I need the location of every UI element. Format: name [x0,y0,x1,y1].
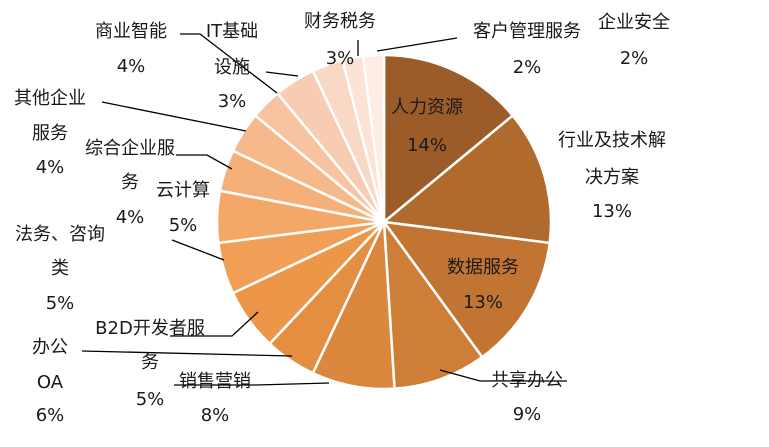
slice-name-label: 共享办公 [491,370,563,391]
slice-name-label: 其他企业 [14,88,86,109]
pie-slice [361,53,386,223]
leader-line [101,101,247,132]
leader-line [170,311,259,337]
slice-value-label: 4% [36,157,65,178]
slice-value-label: 4% [116,207,145,228]
slice-name-label: 设施 [214,57,250,78]
leader-line [180,33,278,94]
slice-value-label: 9% [513,404,542,425]
slice-name-label: 综合企业服 [85,138,175,159]
slice-value-label: 2% [620,48,649,69]
slice-name-label: 云计算 [156,180,210,201]
pie-slice [382,53,515,225]
slice-value-label: 5% [169,215,198,236]
slice-name-label: 类 [51,258,69,279]
slice-name-label: 人力资源 [391,97,463,118]
slice-value-label: 4% [117,56,146,77]
pie-slice [381,220,552,359]
slice-name-label: 服务 [32,123,68,144]
slice-value-label: 13% [592,201,632,222]
slice-value-label: 5% [136,389,165,410]
leader-line [265,71,299,77]
slice-name-label: OA [37,372,64,393]
leader-line [171,239,225,261]
slice-value-label: 3% [218,91,247,112]
slice-name-label: 销售营销 [179,371,251,392]
slice-name-label: 决方案 [585,167,639,188]
slice-value-label: 2% [513,57,542,78]
slice-name-label: 财务税务 [304,11,376,32]
leader-line [176,154,233,170]
slice-value-label: 6% [36,405,65,426]
slice-name-label: IT基础 [206,21,258,42]
pie-slice [382,217,484,390]
slice-name-label: 办公 [32,337,68,358]
slice-name-label: 务 [141,352,159,373]
slice-name-label: 企业安全 [598,12,670,33]
slice-value-label: 5% [46,293,75,314]
leader-line [439,369,567,382]
slices-layer [215,53,553,391]
slice-name-label: 商业智能 [95,21,167,42]
slice-name-label: 行业及技术解 [558,130,666,151]
slice-name-label: 数据服务 [447,257,519,278]
slice-value-label: 14% [407,135,447,156]
slice-name-label: 客户管理服务 [473,21,581,42]
slice-name-label: B2D开发者服 [95,318,205,339]
slice-name-label: 法务、咨询 [15,224,105,245]
leader-line [81,350,293,357]
slice-value-label: 13% [463,292,503,313]
pie-slice [380,113,553,245]
leader-lines-layer [81,33,567,386]
slice-name-label: 务 [121,172,139,193]
slice-value-label: 3% [326,48,355,69]
leader-line [376,37,458,52]
slice-value-label: 8% [201,405,230,426]
leader-line [174,382,330,386]
